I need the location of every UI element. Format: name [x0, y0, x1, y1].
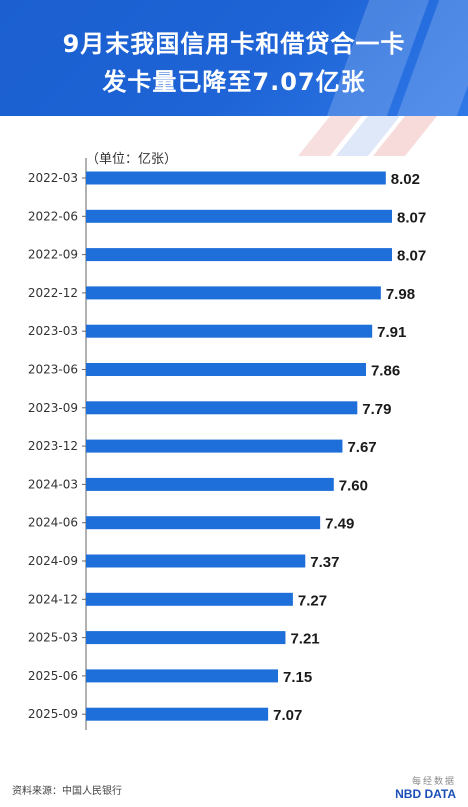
bar [86, 248, 392, 262]
y-tick-label: 2022-03 [28, 171, 78, 185]
bar [86, 477, 334, 491]
data-label: 8.02 [391, 171, 420, 188]
data-label: 7.37 [310, 554, 339, 571]
source-note: 资料来源：中国人民银行 [12, 786, 122, 797]
y-tick-label: 2025-06 [28, 669, 78, 683]
bar [86, 707, 269, 721]
unit-label: （单位：亿张） [86, 152, 178, 167]
data-label: 7.49 [325, 516, 354, 533]
data-label: 7.27 [298, 592, 327, 609]
bar-chart: 2022-03 8.02 2022-06 8.07 2022-09 8.07 2022-12… [28, 158, 426, 730]
bar [86, 363, 366, 376]
y-tick-label: 2025-09 [28, 707, 78, 721]
bar [86, 401, 358, 415]
bar [86, 286, 381, 300]
y-tick-label: 2022-06 [28, 209, 78, 223]
logo-cn: 每经数据 [411, 777, 456, 787]
header-banner: 9月末我国信用卡和借贷合一卡 发卡量已降至7.07亿张 [0, 0, 468, 116]
bar [86, 324, 373, 338]
y-tick-label: 2023-12 [28, 439, 78, 453]
y-tick-label: 2024-09 [28, 554, 78, 568]
bar [86, 171, 386, 185]
logo-en: NBD DATA [395, 787, 456, 801]
chart-title-line-2: 发卡量已降至7.07亿张 [102, 68, 366, 96]
bar [86, 592, 293, 606]
bars-layer: 2022-03 8.02 2022-06 8.07 2022-09 8.07 2022-12… [28, 158, 426, 730]
y-tick-label: 2025-03 [28, 631, 78, 645]
data-label: 7.07 [273, 707, 302, 724]
chart-title-line-1: 9月末我国信用卡和借贷合一卡 [62, 30, 406, 58]
bar [86, 209, 392, 223]
data-label: 7.15 [283, 669, 312, 686]
y-tick-label: 2023-09 [28, 401, 78, 415]
data-label: 8.07 [397, 248, 426, 265]
y-tick-label: 2022-12 [28, 286, 78, 300]
bar [86, 631, 286, 645]
data-label: 8.07 [397, 209, 426, 226]
data-label: 7.79 [362, 401, 391, 418]
y-tick-label: 2024-03 [28, 477, 78, 491]
data-label: 7.98 [386, 286, 415, 303]
data-label: 7.21 [290, 631, 319, 648]
bar [86, 669, 279, 683]
y-tick-label: 2024-06 [28, 516, 78, 530]
data-label: 7.86 [371, 363, 400, 380]
data-label: 7.67 [347, 439, 376, 456]
bar [86, 516, 321, 530]
data-label: 7.91 [377, 324, 406, 341]
data-label: 7.60 [339, 477, 368, 494]
nbd-logo: 每经数据 NBD DATA [395, 774, 456, 801]
y-tick-label: 2023-03 [28, 324, 78, 338]
bar [86, 554, 306, 568]
y-tick-label: 2024-12 [28, 592, 78, 606]
bar [86, 439, 343, 453]
y-tick-label: 2023-06 [28, 363, 78, 377]
y-tick-label: 2022-09 [28, 248, 78, 262]
